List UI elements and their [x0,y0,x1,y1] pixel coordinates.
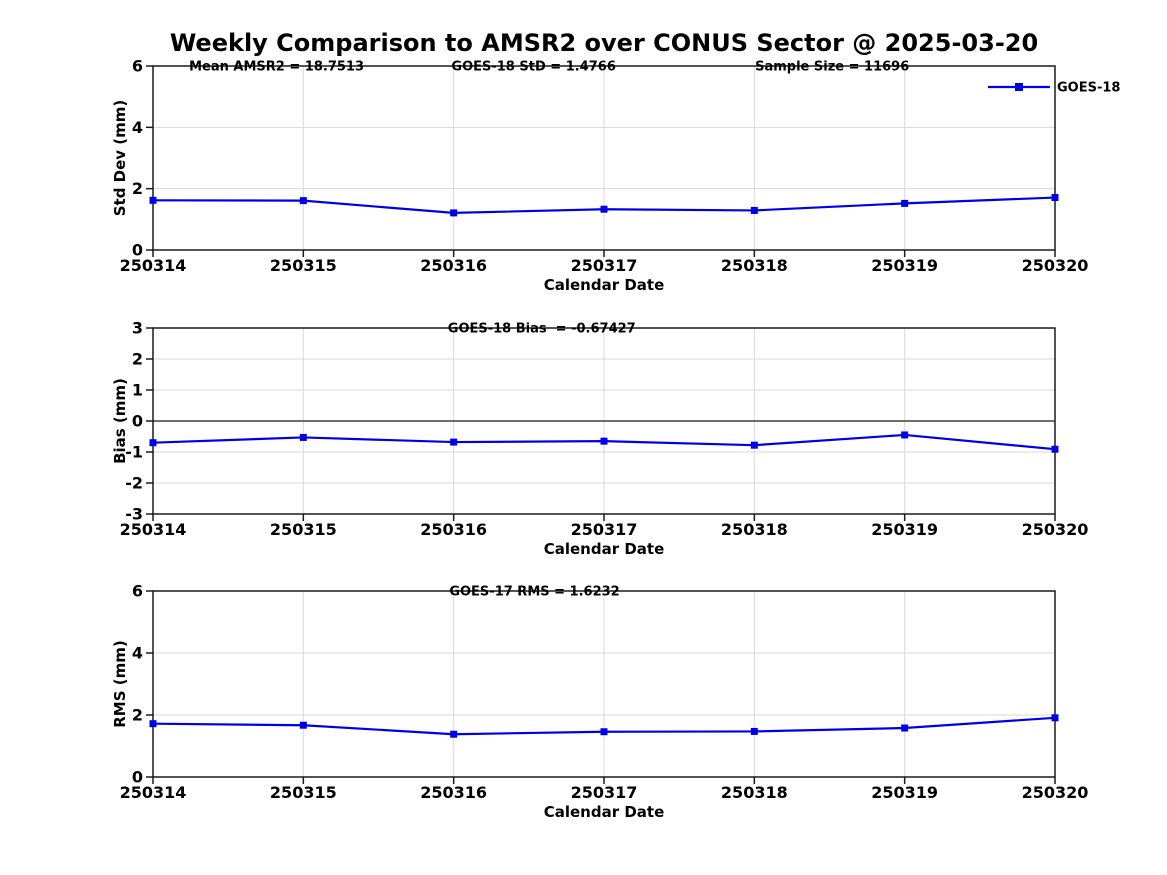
x-tick-label: 250314 [120,783,187,802]
y-axis-label: Bias (mm) [111,378,129,464]
x-tick-label: 250319 [871,520,938,539]
stat-annotation: Mean AMSR2 = 18.7513 [189,60,364,75]
chart-title: Weekly Comparison to AMSR2 over CONUS Se… [169,29,1039,57]
x-tick-label: 250316 [420,256,487,275]
legend: GOES-18 [988,81,1120,96]
y-tick-label: 0 [132,412,143,431]
y-tick-label: 6 [132,582,143,601]
y-tick-label: 0 [132,768,143,787]
x-tick-label: 250319 [871,256,938,275]
y-tick-label: 2 [132,706,143,725]
y-axis-label: Std Dev (mm) [111,100,129,217]
data-point [450,438,458,446]
x-tick-label: 250318 [721,520,788,539]
y-tick-label: -1 [125,443,143,462]
x-tick-label: 250320 [1022,783,1089,802]
x-tick-label: 250315 [270,520,337,539]
y-tick-label: 0 [132,241,143,260]
stat-annotation: Sample Size = 11696 [755,60,909,75]
data-point [450,730,458,738]
x-tick-label: 250315 [270,256,337,275]
x-tick-label: 250318 [721,783,788,802]
x-tick-label: 250316 [420,783,487,802]
x-axis-label: Calendar Date [544,540,665,558]
legend-marker [1015,83,1023,91]
data-point [1051,714,1059,722]
stat-annotation: GOES-17 RMS = 1.6232 [449,585,619,600]
data-point [750,727,758,735]
data-point [600,728,608,736]
y-tick-label: 2 [132,350,143,369]
data-point [299,197,307,205]
x-tick-label: 250320 [1022,256,1089,275]
data-point [750,441,758,449]
y-tick-label: 4 [132,118,143,137]
data-point [750,206,758,214]
legend-label: GOES-18 [1057,81,1120,96]
data-point [901,199,909,207]
y-tick-label: -3 [125,505,143,524]
x-tick-label: 250317 [571,783,638,802]
data-point [450,209,458,217]
x-tick-label: 250315 [270,783,337,802]
data-point [1051,194,1059,202]
data-point [149,720,157,728]
y-tick-label: 4 [132,644,143,663]
data-point [299,721,307,729]
stat-annotation: GOES-18 StD = 1.4766 [451,60,615,75]
y-axis-label: RMS (mm) [111,640,129,727]
data-point [149,196,157,204]
data-point [901,431,909,439]
chart-std-dev: 250314 250315 250316 250317 250318 250319 2503… [111,57,1120,295]
data-point [149,439,157,447]
stat-annotation: GOES-18 Bias = -0.67427 [448,322,636,337]
x-axis-label: Calendar Date [544,803,665,821]
data-point [1051,445,1059,453]
x-tick-label: 250318 [721,256,788,275]
data-point [901,724,909,732]
y-tick-label: 3 [132,319,143,338]
x-tick-label: 250317 [571,520,638,539]
x-tick-label: 250316 [420,520,487,539]
x-axis-label: Calendar Date [544,276,665,294]
x-tick-label: 250320 [1022,520,1089,539]
x-tick-label: 250314 [120,520,187,539]
chart-rms: 250314 250315 250316 250317 250318 250319 2503… [111,582,1088,822]
y-tick-label: 2 [132,179,143,198]
y-tick-label: 6 [132,57,143,76]
data-point [600,437,608,445]
y-tick-label: 1 [132,381,143,400]
x-tick-label: 250314 [120,256,187,275]
chart-bias: 250314 250315 250316 250317 250318 250319 2503… [111,319,1088,559]
data-point [299,433,307,441]
data-point [600,205,608,213]
x-tick-label: 250317 [571,256,638,275]
y-tick-label: -2 [125,474,143,493]
x-tick-label: 250319 [871,783,938,802]
